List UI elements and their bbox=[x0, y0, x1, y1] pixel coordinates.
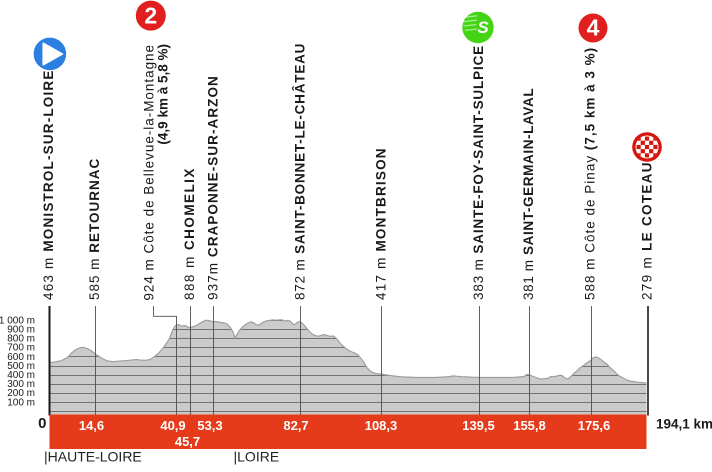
svg-text:53,3: 53,3 bbox=[197, 418, 222, 433]
svg-text:585 m RETOURNAC: 585 m RETOURNAC bbox=[87, 158, 102, 300]
svg-text:108,3: 108,3 bbox=[365, 418, 398, 433]
svg-text:139,5: 139,5 bbox=[462, 418, 495, 433]
svg-text:175,6: 175,6 bbox=[578, 418, 611, 433]
svg-text:872 m SAINT-BONNET-LE-CHÂTEAU: 872 m SAINT-BONNET-LE-CHÂTEAU bbox=[293, 43, 308, 300]
svg-text:500 m: 500 m bbox=[7, 361, 35, 372]
svg-text:4: 4 bbox=[587, 15, 600, 41]
svg-text:S: S bbox=[477, 18, 489, 37]
svg-text:417 m MONTBRISON: 417 m MONTBRISON bbox=[374, 147, 389, 300]
svg-text:937m CRAPONNE-SUR-ARZON: 937m CRAPONNE-SUR-ARZON bbox=[205, 75, 220, 300]
svg-text:45,7: 45,7 bbox=[175, 434, 200, 449]
svg-text:|HAUTE-LOIRE: |HAUTE-LOIRE bbox=[44, 449, 142, 465]
svg-text:194,1 km: 194,1 km bbox=[656, 417, 712, 432]
svg-text:279 m LE COTEAU: 279 m LE COTEAU bbox=[640, 161, 655, 300]
svg-text:200 m: 200 m bbox=[7, 388, 35, 399]
svg-text:900 m: 900 m bbox=[7, 325, 35, 336]
svg-text:600 m: 600 m bbox=[7, 352, 35, 363]
svg-text:463 m MONISTROL-SUR-LOIRE: 463 m MONISTROL-SUR-LOIRE bbox=[41, 69, 56, 300]
svg-text:14,6: 14,6 bbox=[79, 418, 104, 433]
svg-text:0: 0 bbox=[38, 415, 46, 432]
svg-text:381 m SAINT-GERMAIN-LAVAL: 381 m SAINT-GERMAIN-LAVAL bbox=[521, 88, 536, 300]
svg-text:588 m Côte de Pinay (7,5 km à: 588 m Côte de Pinay (7,5 km à 3 %) bbox=[583, 47, 598, 300]
svg-text:888 m CHOMELIX: 888 m CHOMELIX bbox=[182, 167, 197, 300]
svg-text:700 m: 700 m bbox=[7, 343, 35, 354]
svg-text:1 000 m: 1 000 m bbox=[0, 315, 35, 326]
svg-text:2: 2 bbox=[144, 3, 157, 29]
svg-text:383 m SAINTE-FOY-SAINT-SULPICE: 383 m SAINTE-FOY-SAINT-SULPICE bbox=[471, 45, 486, 300]
svg-text:|LOIRE: |LOIRE bbox=[234, 449, 280, 465]
svg-text:40,9: 40,9 bbox=[160, 418, 185, 433]
svg-text:100 m: 100 m bbox=[7, 397, 35, 408]
svg-text:(4,9 km à 5,8 %): (4,9 km à 5,8 %) bbox=[156, 44, 171, 145]
svg-text:400 m: 400 m bbox=[7, 370, 35, 381]
svg-text:300 m: 300 m bbox=[7, 379, 35, 390]
svg-text:82,7: 82,7 bbox=[283, 418, 308, 433]
svg-text:924 m Côte de Bellevue-la-Mont: 924 m Côte de Bellevue-la-Montagne bbox=[141, 44, 156, 301]
svg-text:155,8: 155,8 bbox=[513, 418, 546, 433]
svg-text:800 m: 800 m bbox=[7, 334, 35, 345]
